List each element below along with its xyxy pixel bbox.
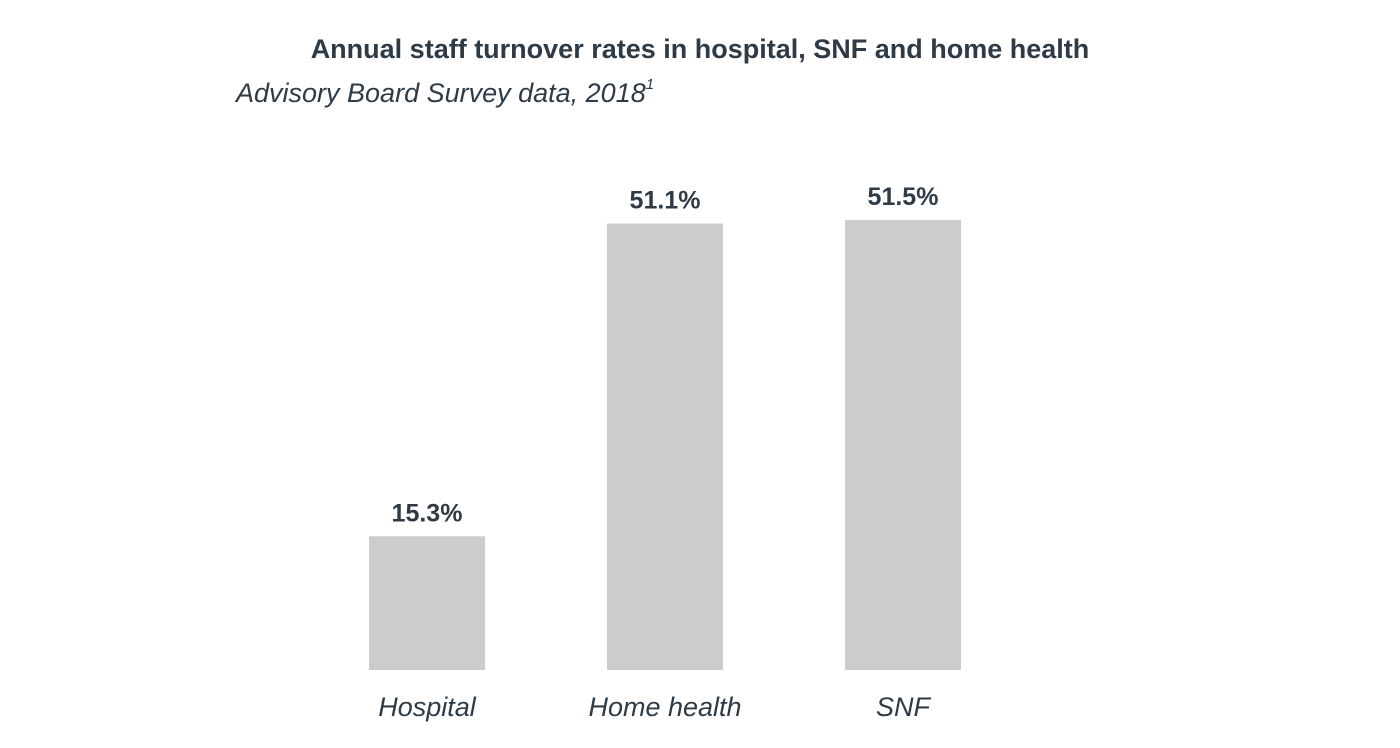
bar-snf [845,220,961,670]
data-label: 51.1% [630,186,701,214]
chart-subtitle: Advisory Board Survey data, 20181 [236,76,655,109]
data-label: 15.3% [392,499,463,527]
category-label: Home health [588,692,741,722]
subtitle-text: Advisory Board Survey data, 2018 [236,78,646,108]
bar-hospital [369,536,485,670]
data-label: 51.5% [868,183,939,211]
footnote-marker: 1 [645,76,655,93]
chart-title: Annual staff turnover rates in hospital,… [310,34,1090,64]
category-label: Hospital [378,692,477,722]
bar-home-health [607,223,723,670]
category-label: SNF [876,692,932,722]
